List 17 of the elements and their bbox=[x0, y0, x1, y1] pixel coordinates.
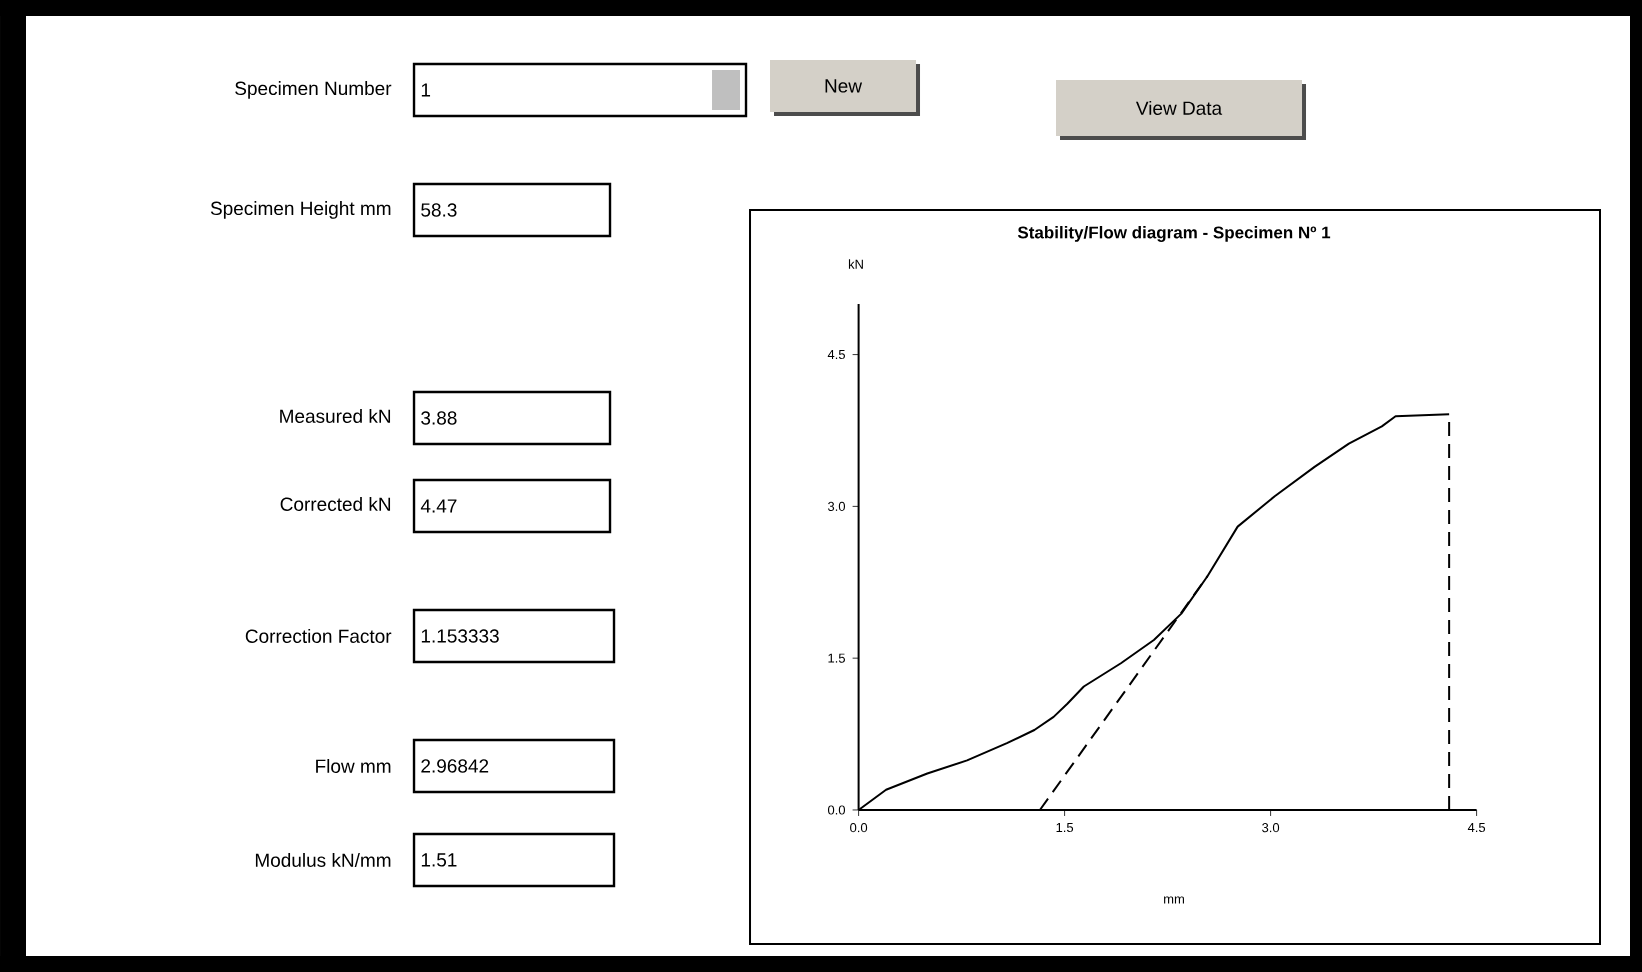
text: 1 bbox=[421, 83, 431, 97]
text: View Data bbox=[1135, 101, 1223, 115]
text: 4.47 bbox=[420, 499, 457, 513]
text: 2.96842 bbox=[421, 759, 489, 773]
text: Specimen Height mm bbox=[210, 201, 391, 219]
text: New bbox=[825, 79, 863, 93]
text: Specimen Number bbox=[235, 81, 392, 99]
text: 1.51 bbox=[421, 853, 457, 867]
text: Corrected kN bbox=[280, 496, 391, 511]
text: 3.88 bbox=[421, 411, 457, 425]
text: 1.153333 bbox=[421, 629, 499, 643]
text: 58.3 bbox=[421, 203, 457, 217]
text: Measured kN bbox=[280, 409, 391, 423]
text: Correction Factor bbox=[245, 628, 392, 643]
chart-title: Stability/Flow diagram - Specimen Nº 1 bbox=[1017, 226, 1331, 242]
text: Flow mm bbox=[316, 758, 391, 773]
text: Modulus kN/mm bbox=[255, 852, 391, 867]
